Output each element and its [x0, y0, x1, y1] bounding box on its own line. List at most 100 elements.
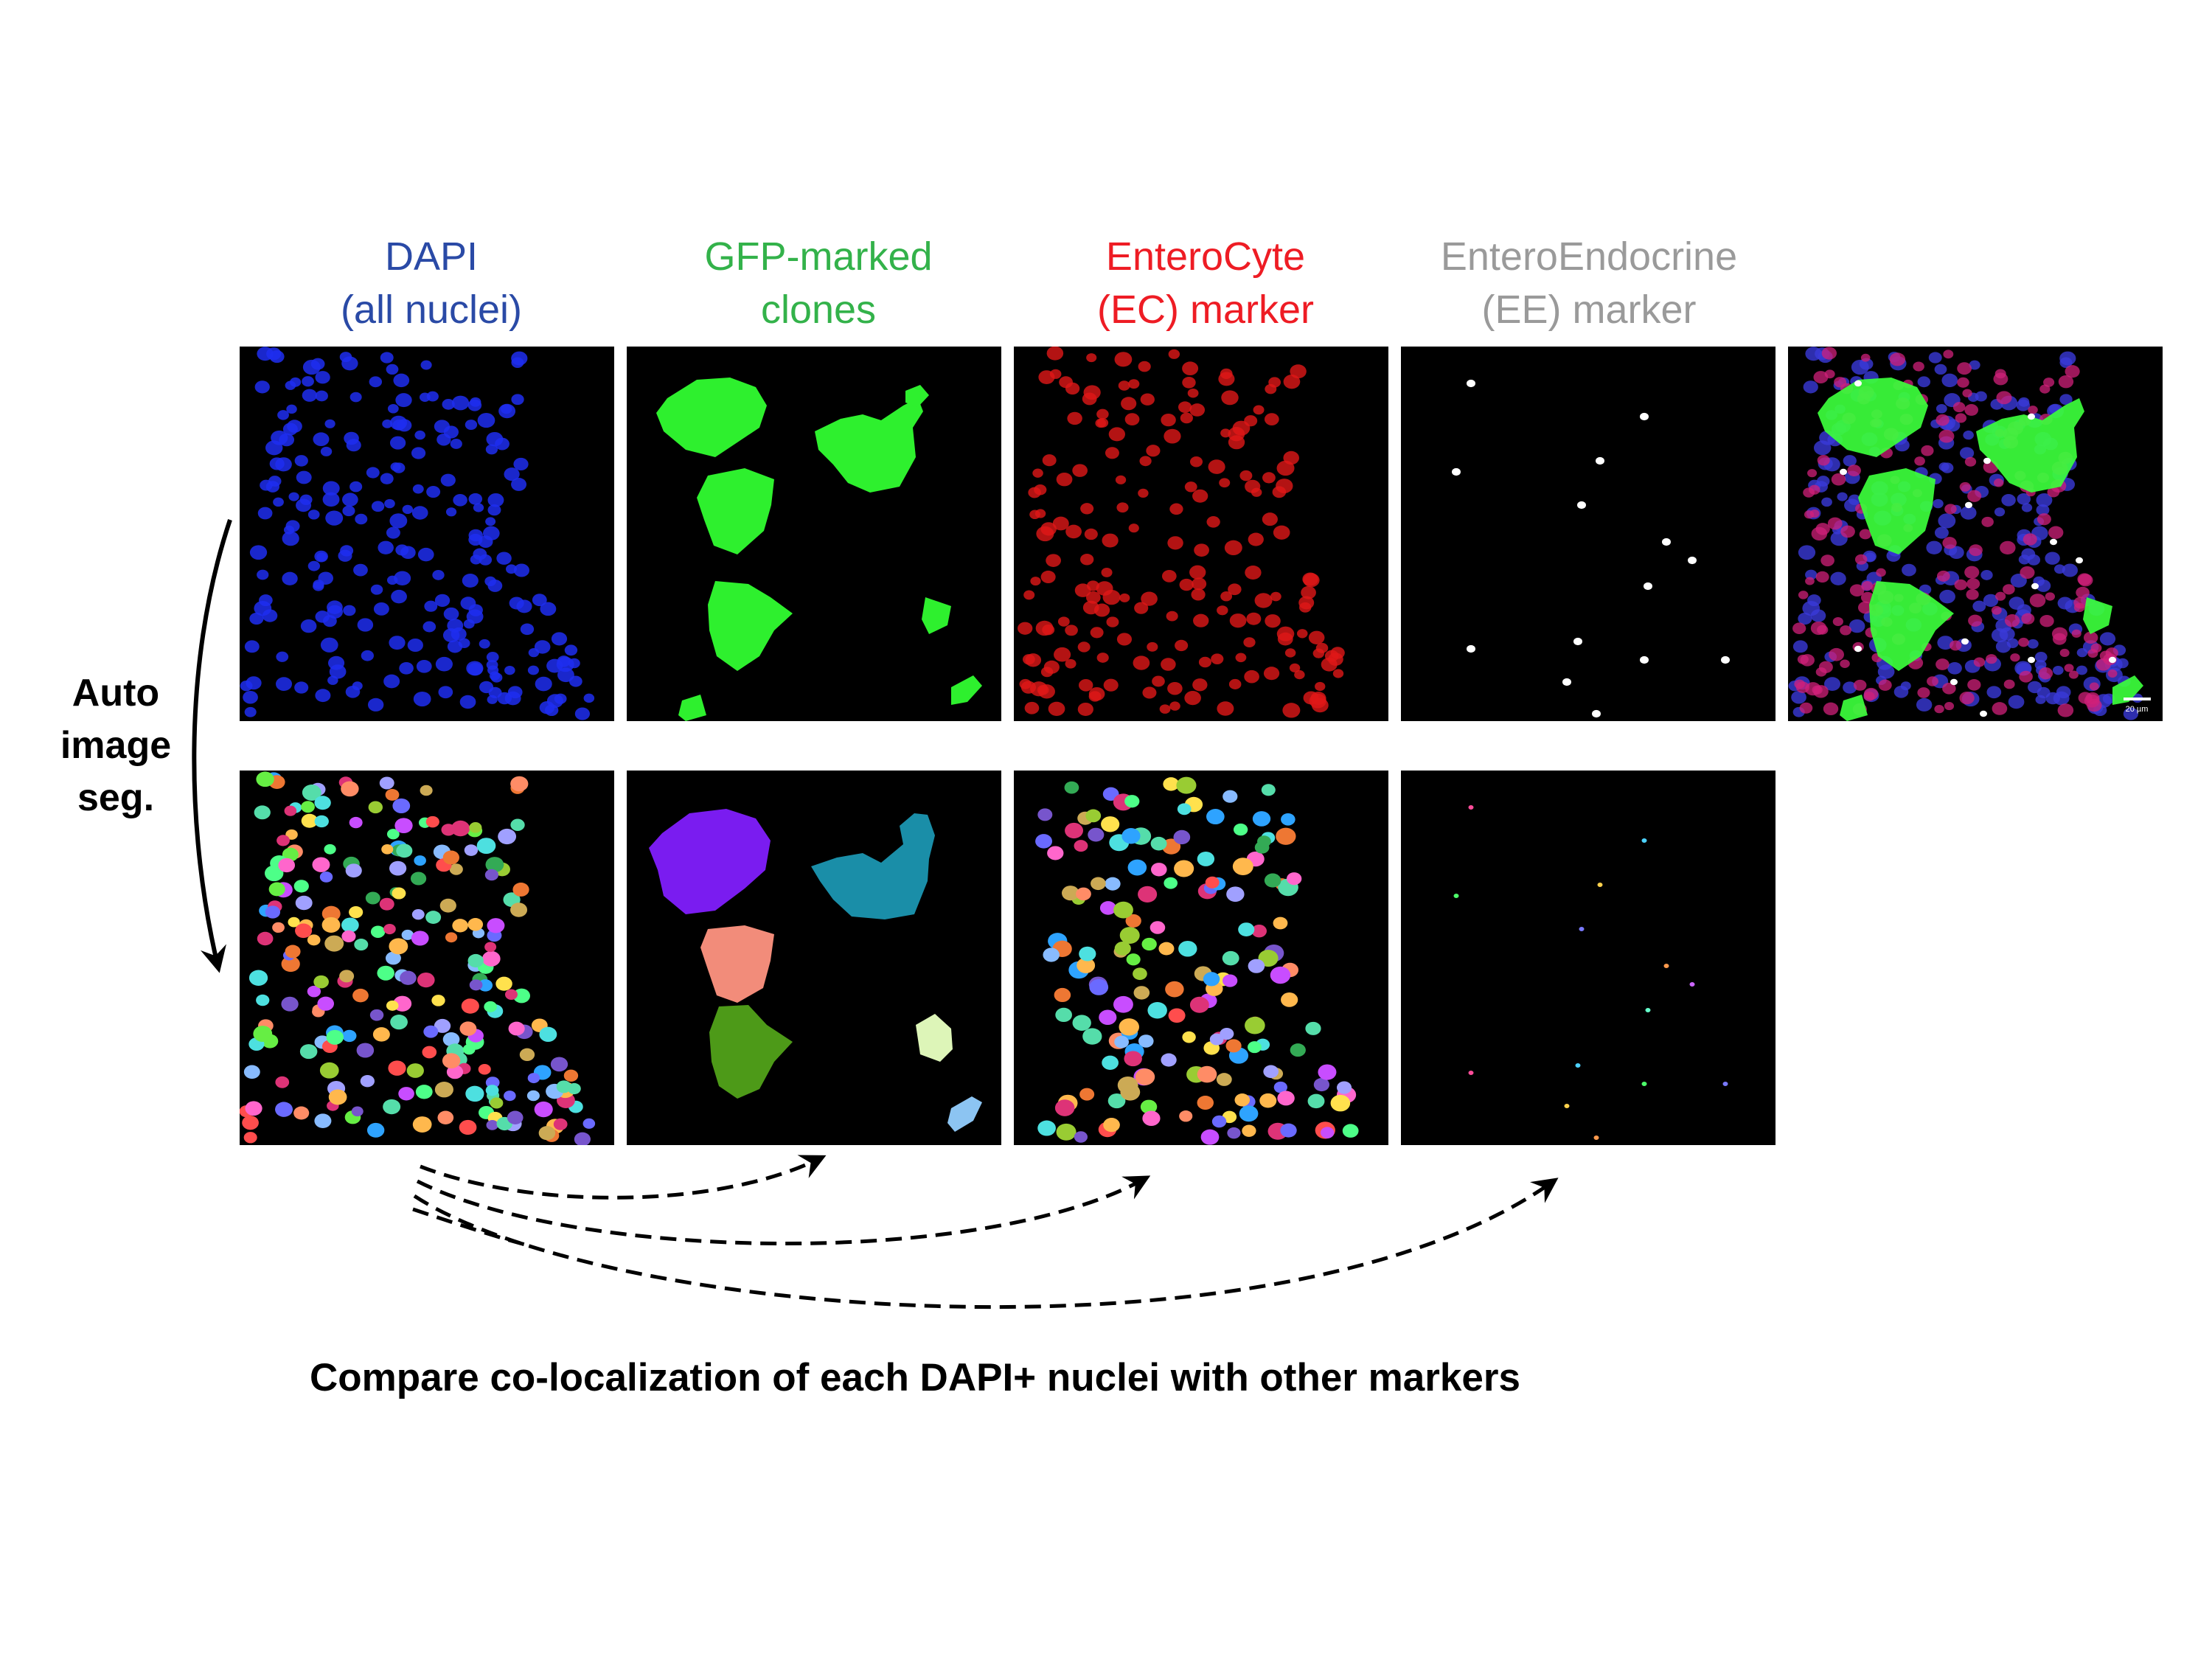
dapi-nucleus [294, 681, 309, 694]
dapi-seg-nucleus [389, 860, 407, 876]
ec-nucleus [1243, 637, 1256, 648]
dapi-seg-nucleus [495, 976, 512, 991]
ee-seg-nucleus [1641, 838, 1647, 843]
dapi-seg-nucleus [275, 1102, 293, 1117]
dapi-nucleus [470, 554, 482, 565]
dapi-nucleus [346, 439, 361, 452]
ec-nucleus [1187, 388, 1199, 398]
dapi-nucleus [486, 431, 504, 447]
dapi-nucleus [507, 686, 523, 699]
ec-seg-nucleus [1336, 1081, 1352, 1094]
ec-nucleus [1220, 368, 1233, 380]
dapi-nucleus [532, 594, 547, 607]
dapi-seg-nucleus [379, 897, 394, 911]
dapi-nucleus [486, 652, 499, 663]
gfp-seg-region-teal [811, 813, 935, 919]
dapi-nucleus [465, 420, 478, 431]
merged-ec-nucleus [1993, 479, 2004, 487]
ec-nucleus [1166, 611, 1178, 622]
merged-ee-nucleus [1854, 645, 1862, 653]
dapi-seg-nucleus [508, 1021, 525, 1036]
merged-dapi-nucleus [1947, 661, 1962, 675]
ec-nucleus [1254, 593, 1273, 608]
ec-seg-nucleus [1141, 937, 1157, 951]
auto-label-line1: Auto [72, 672, 160, 714]
merged-ec-nucleus [1863, 687, 1879, 700]
ec-raw-panel [1014, 347, 1388, 721]
merged-dapi-nucleus [2059, 394, 2073, 406]
merged-dapi-nucleus [1935, 403, 1947, 414]
dapi-seg-nucleus [469, 979, 483, 991]
dapi-nucleus [325, 510, 344, 526]
dapi-nucleus [509, 597, 524, 610]
dapi-seg-nucleus [510, 776, 529, 792]
ec-nucleus [1048, 701, 1065, 717]
dapi-nucleus [329, 664, 347, 679]
dapi-nucleus [399, 661, 414, 675]
ec-nucleus [1078, 679, 1093, 692]
dapi-seg-nucleus [265, 905, 281, 919]
merged-ec-nucleus [1794, 679, 1805, 689]
merged-ec-nucleus [1954, 579, 1967, 591]
dapi-seg-nucleus [388, 1060, 406, 1076]
dapi-seg-nucleus [285, 945, 301, 959]
dapi-seg-nucleus [282, 847, 299, 862]
bottom-caption: Compare co-localization of each DAPI+ nu… [310, 1356, 1520, 1399]
dapi-nucleus [373, 602, 389, 616]
dapi-nucleus [244, 706, 257, 717]
dapi-nucleus [442, 399, 455, 410]
merged-dapi-nucleus [1928, 352, 1942, 364]
ec-seg-nucleus [1163, 777, 1180, 791]
merged-ec-nucleus [2071, 629, 2081, 638]
ec-seg-nucleus [1064, 781, 1079, 794]
column-title-ec-line2: (EC) marker [1097, 288, 1314, 332]
ec-nucleus [1088, 686, 1105, 701]
ec-nucleus [1140, 393, 1155, 406]
dapi-seg-nucleus [563, 1069, 579, 1082]
dapi-seg-nucleus [314, 815, 329, 828]
dapi-nucleus [340, 545, 354, 557]
ee-seg-nucleus [1468, 805, 1474, 810]
ec-seg-nucleus [1043, 947, 1060, 962]
dapi-seg-nucleus [422, 1046, 437, 1059]
merged-ec-nucleus [1860, 353, 1871, 362]
merged-ec-nucleus [1943, 349, 1954, 359]
merged-ec-nucleus [1876, 568, 1886, 577]
dapi-seg-nucleus [299, 1044, 318, 1060]
dapi-nucleus [574, 707, 590, 720]
merged-ec-nucleus [2010, 653, 2020, 662]
ec-nucleus [1133, 655, 1150, 670]
merged-ec-nucleus [1849, 584, 1865, 597]
merged-ec-nucleus [2004, 614, 2020, 627]
merged-gfp-clone-5 [2083, 597, 2112, 634]
ec-seg-nucleus [1227, 1127, 1241, 1139]
dapi-nucleus [322, 481, 340, 495]
merged-ec-nucleus [2052, 633, 2067, 645]
dapi-seg-nucleus [394, 818, 413, 834]
dapi-nucleus [395, 393, 412, 408]
ec-nucleus [1057, 616, 1070, 627]
ec-nucleus [1146, 445, 1161, 457]
ec-seg-nucleus [1085, 809, 1102, 823]
ec-seg-nucleus [1189, 996, 1209, 1013]
ec-segmentation-mask [1035, 776, 1359, 1145]
dapi-seg-nucleus [539, 1026, 557, 1043]
ec-nucleus [1315, 681, 1326, 692]
dapi-nucleus [564, 644, 578, 656]
dapi-seg-nucleus [441, 824, 456, 836]
dapi-seg-nucleus [307, 934, 321, 946]
ec-seg-nucleus [1200, 1129, 1220, 1145]
dapi-nucleus [296, 498, 312, 512]
ec-seg-nucleus [1150, 863, 1167, 877]
ee-seg-nucleus [1593, 1135, 1599, 1140]
merged-dapi-nucleus [1851, 359, 1869, 375]
ec-nucleus [1116, 633, 1133, 646]
dapi-nucleus [282, 571, 298, 585]
ec-seg-nucleus [1222, 950, 1239, 966]
dapi-nucleus [443, 607, 459, 621]
dapi-nucleus [539, 700, 555, 714]
ec-nucleus [1244, 669, 1259, 684]
ee-seg-nucleus [1453, 894, 1459, 898]
dapi-nucleus [349, 392, 362, 403]
merged-ec-nucleus [1889, 352, 1906, 366]
